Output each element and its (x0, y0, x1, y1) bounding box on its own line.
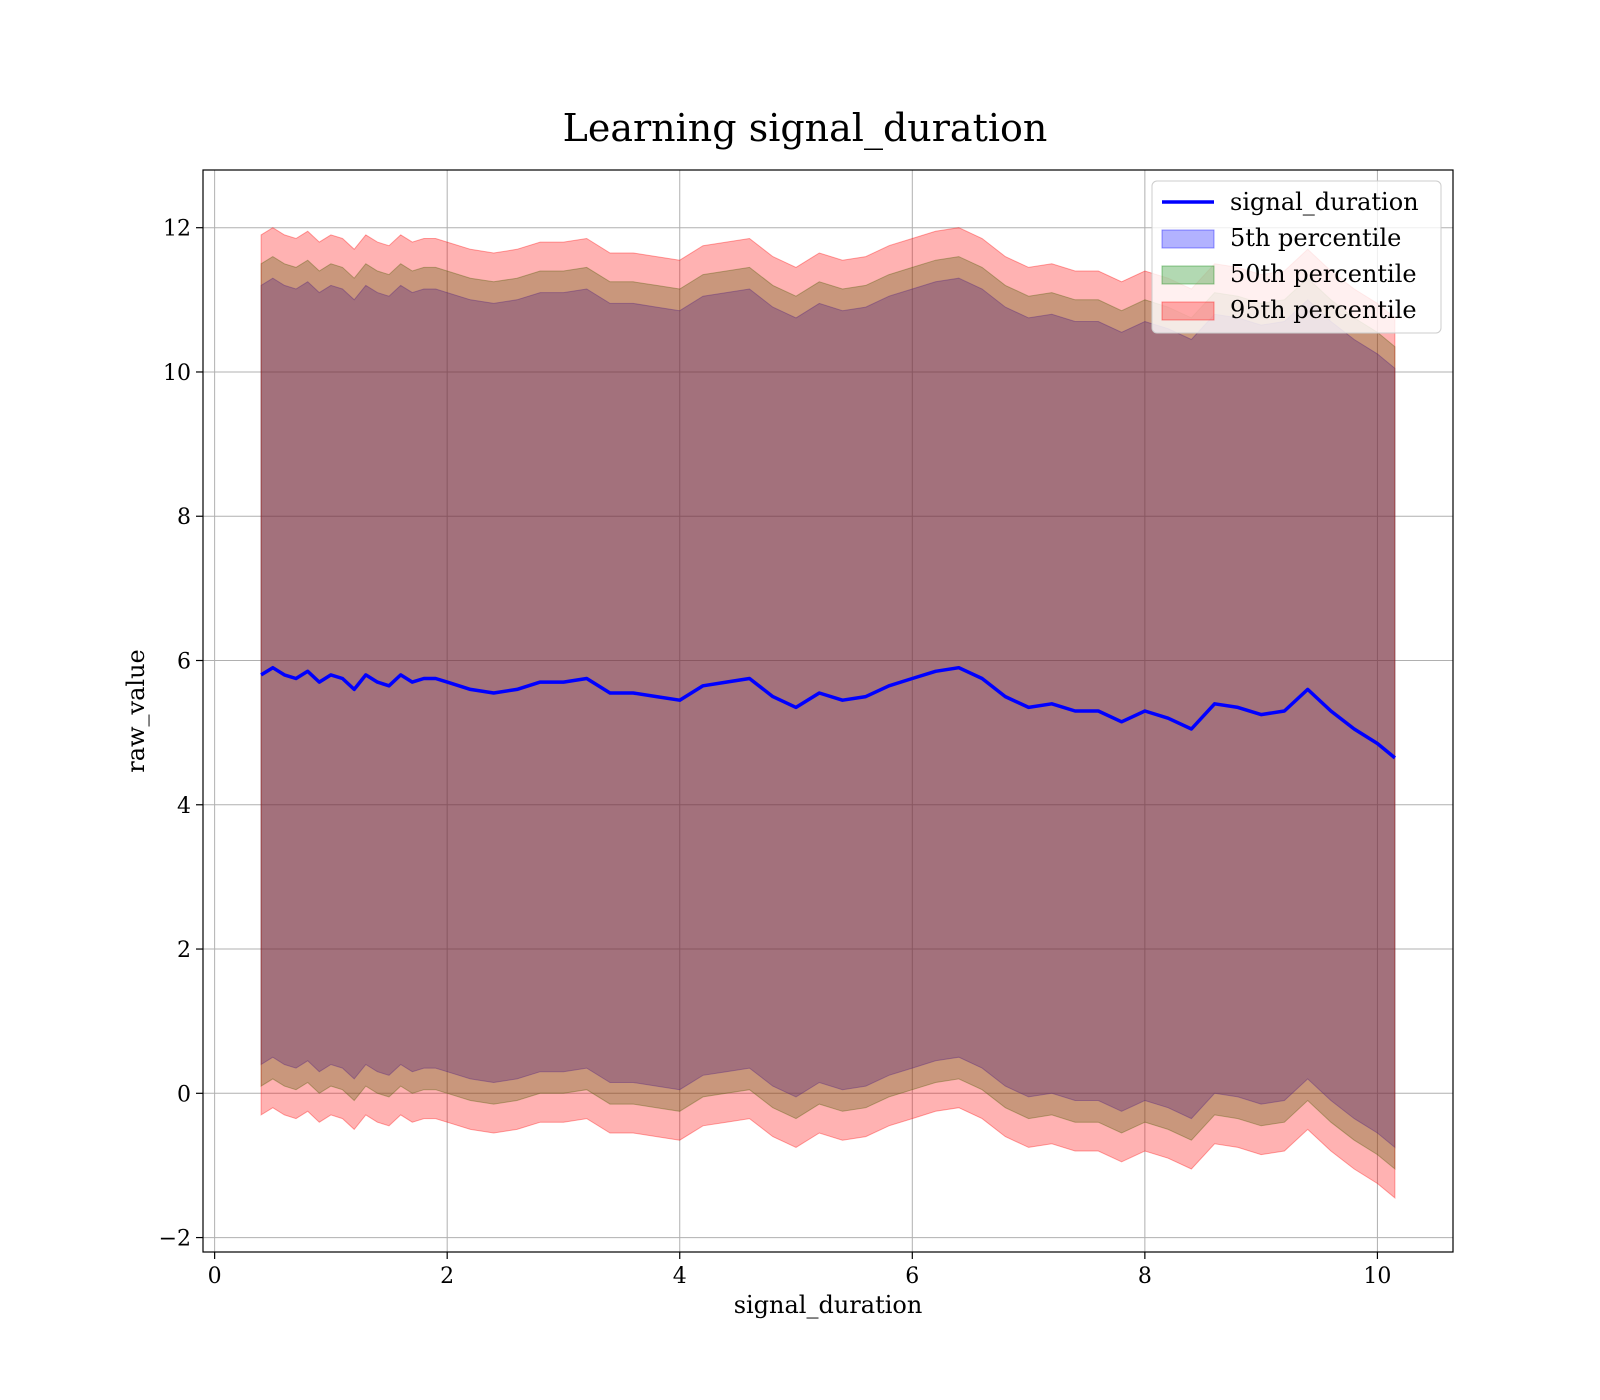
chart-title: Learning signal_duration (563, 106, 1048, 151)
band-5th-percentile (260, 277, 1396, 1149)
grid-layer (203, 170, 1453, 1252)
y-tick-label: 2 (177, 938, 191, 963)
legend-label-95th-percentile: 95th percentile (1230, 296, 1417, 324)
legend-label-50th-percentile: 50th percentile (1230, 260, 1417, 288)
x-tick-label: 6 (905, 1264, 919, 1289)
plot-area (202, 169, 1454, 1253)
legend-label-5th-percentile: 5th percentile (1230, 224, 1401, 252)
y-tick-label: 0 (177, 1082, 191, 1107)
series-line-signal-duration (260, 665, 1397, 760)
line-layer (260, 665, 1397, 760)
y-tick-label: −2 (159, 1227, 191, 1252)
x-axis-ticks: 0 2 4 6 8 10 (208, 1252, 1391, 1289)
legend-swatch-95th-percentile (1161, 301, 1215, 321)
legend-swatch-5th-percentile (1161, 229, 1215, 249)
y-tick-label: 12 (163, 217, 191, 242)
legend-label-signal-duration: signal_duration (1230, 188, 1419, 216)
x-tick-label: 4 (673, 1264, 687, 1289)
x-axis-label: signal_duration (734, 1291, 923, 1319)
y-tick-label: 4 (177, 794, 191, 819)
plot-frame (202, 169, 1454, 1253)
legend-swatch-50th-percentile (1161, 265, 1215, 285)
x-tick-label: 2 (440, 1264, 454, 1289)
y-tick-label: 10 (163, 361, 191, 386)
band-layer (260, 227, 1396, 1199)
x-tick-label: 8 (1138, 1264, 1152, 1289)
y-tick-label: 8 (177, 505, 191, 530)
band-95th-percentile (260, 227, 1396, 1199)
y-axis-label: raw_value (122, 649, 150, 773)
x-tick-label: 0 (208, 1264, 222, 1289)
y-tick-label: 6 (177, 650, 191, 675)
y-axis-ticks: −2 0 2 4 6 8 10 12 (159, 217, 203, 1252)
legend: signal_duration 5th percentile 50th perc… (1151, 180, 1442, 334)
band-50th-percentile (260, 256, 1396, 1171)
legend-frame (1151, 180, 1442, 334)
x-tick-label: 10 (1363, 1264, 1391, 1289)
